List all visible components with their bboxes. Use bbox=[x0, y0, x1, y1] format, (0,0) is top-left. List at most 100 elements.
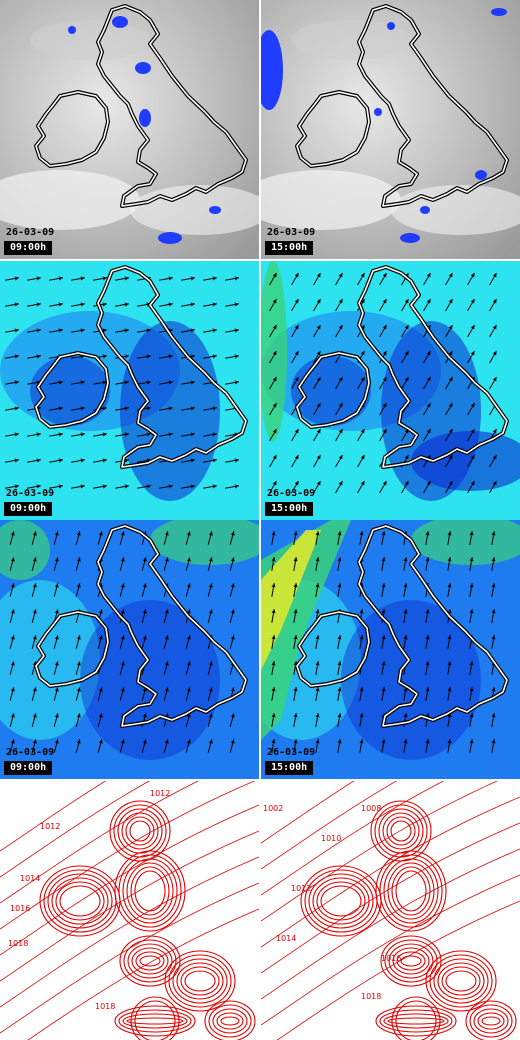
wind-arrow bbox=[379, 298, 387, 312]
wind-arrow bbox=[291, 480, 299, 494]
wind-arrow bbox=[115, 276, 129, 281]
isobar-map-left: 1012 1012 1014 1016 1018 1018 bbox=[0, 781, 259, 1040]
wind-arrow bbox=[423, 480, 431, 494]
wind-arrow bbox=[379, 480, 387, 494]
wind-arrow bbox=[229, 583, 235, 597]
ireland-coast bbox=[296, 611, 370, 687]
wind-arrow bbox=[291, 454, 299, 468]
isobar-line bbox=[261, 781, 398, 870]
wind-arrow bbox=[447, 739, 452, 753]
wind-arrow bbox=[489, 454, 497, 468]
wind-arrow bbox=[5, 354, 19, 359]
wind-arrow bbox=[159, 432, 173, 437]
precipitation-area bbox=[420, 206, 430, 214]
wind-arrow bbox=[293, 557, 298, 571]
isobar-contour bbox=[316, 881, 366, 921]
wind-arrow bbox=[115, 380, 129, 385]
wind-arrow bbox=[185, 531, 191, 545]
isobar-contour bbox=[114, 850, 186, 932]
wind-arrow bbox=[49, 276, 63, 281]
timestamp: 26-03-09 09:00h bbox=[4, 747, 56, 775]
wind-arrow bbox=[315, 583, 320, 597]
wind-arrow bbox=[423, 272, 431, 286]
wind-arrow bbox=[229, 635, 235, 649]
isobar-line bbox=[0, 856, 259, 1008]
wind-arrow bbox=[469, 687, 474, 701]
wind-arrow bbox=[203, 406, 217, 411]
wind-arrow bbox=[119, 739, 125, 753]
isobar-contour bbox=[127, 943, 173, 979]
date-label: 26-03-09 bbox=[6, 747, 55, 758]
wind-arrow bbox=[491, 635, 496, 649]
wind-arrow bbox=[49, 328, 63, 333]
wind-arrow bbox=[229, 557, 235, 571]
isobar-line bbox=[0, 781, 199, 904]
wind-arrow bbox=[337, 635, 342, 649]
isobar-contour bbox=[395, 1000, 437, 1040]
wind-arrow bbox=[467, 480, 475, 494]
wind-arrow bbox=[115, 406, 129, 411]
isobar-label: 1018 bbox=[8, 939, 28, 948]
wind-arrow bbox=[423, 298, 431, 312]
isobar-label: 1012 bbox=[40, 822, 60, 831]
isobar-contour bbox=[121, 812, 159, 850]
wind-arrow bbox=[185, 635, 191, 649]
wind-arrow bbox=[269, 428, 277, 442]
wind-arrow bbox=[31, 739, 37, 753]
wind-arrow bbox=[53, 557, 59, 571]
wind-arrow bbox=[207, 661, 213, 675]
wind-arrow bbox=[203, 432, 217, 437]
wind-arrow bbox=[119, 687, 125, 701]
isobar-contour bbox=[118, 1009, 192, 1033]
wind-arrow bbox=[9, 609, 15, 623]
isobar-contour bbox=[129, 820, 151, 842]
isobar-contour bbox=[134, 1000, 176, 1040]
wind-arrow bbox=[291, 350, 299, 364]
wind-arrow bbox=[359, 687, 364, 701]
wind-arrow bbox=[207, 739, 213, 753]
wind-arrow bbox=[271, 531, 276, 545]
wind-arrow bbox=[5, 380, 19, 385]
cloud-bright bbox=[0, 170, 140, 230]
wind-arrow bbox=[423, 376, 431, 390]
precipitation-area bbox=[158, 232, 182, 244]
great-britain-coast bbox=[97, 266, 247, 468]
wind-arrow bbox=[359, 635, 364, 649]
ireland-coast bbox=[296, 352, 370, 428]
wind-arrow bbox=[141, 609, 147, 623]
wind-arrow bbox=[5, 432, 19, 437]
isobar-contour bbox=[168, 954, 232, 1008]
wind-arrow bbox=[269, 376, 277, 390]
precipitation-area bbox=[475, 170, 487, 180]
wind-arrow bbox=[293, 609, 298, 623]
time-label: 09:00h bbox=[4, 502, 53, 516]
isobar-contour bbox=[118, 854, 182, 928]
wind-arrow bbox=[315, 531, 320, 545]
wind-arrow bbox=[75, 739, 81, 753]
isobar-line bbox=[261, 848, 520, 1000]
wind-arrow bbox=[5, 484, 19, 489]
wind-arrow bbox=[181, 302, 195, 307]
map-canvas: 1012 1012 1014 1016 1018 1018 bbox=[0, 781, 259, 1040]
wind-zone-max bbox=[261, 530, 321, 670]
wind-arrow bbox=[467, 272, 475, 286]
wind-arrow bbox=[271, 739, 276, 753]
wind-arrow bbox=[379, 402, 387, 416]
isobar-contour bbox=[390, 820, 412, 842]
wind-arrow bbox=[115, 484, 129, 489]
wind-arrow bbox=[27, 458, 41, 463]
wind-arrow bbox=[5, 328, 19, 333]
wind-arrow bbox=[335, 272, 343, 286]
wind-arrow bbox=[293, 531, 298, 545]
wind-arrow bbox=[159, 276, 173, 281]
wind-arrow bbox=[71, 458, 85, 463]
isobar-contour bbox=[429, 954, 493, 1008]
wind-arrow bbox=[75, 713, 81, 727]
isobar-contour bbox=[425, 950, 497, 1012]
date-label: 26-03-09 bbox=[6, 488, 55, 499]
wind-arrow bbox=[119, 635, 125, 649]
wind-arrow bbox=[423, 428, 431, 442]
wind-arrow bbox=[381, 661, 386, 675]
precipitation-area bbox=[139, 109, 151, 127]
isobar-contour bbox=[392, 947, 430, 975]
